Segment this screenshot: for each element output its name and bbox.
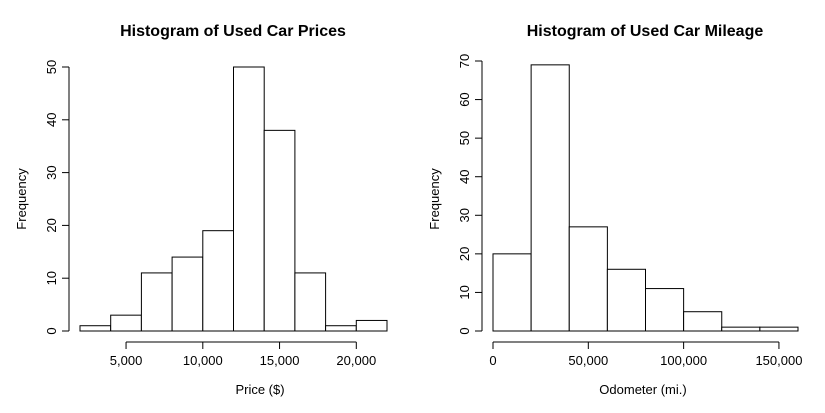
- histogram-bar: [325, 325, 357, 332]
- bars: [79, 66, 388, 332]
- y-axis-label: Frequency: [427, 168, 442, 230]
- y-tick-label: 10: [44, 271, 59, 285]
- x-tick-label: 100,000: [660, 353, 707, 368]
- price-histogram: Histogram of Used Car Prices Price ($) F…: [14, 23, 388, 397]
- mileage-histogram: Histogram of Used Car Mileage Odometer (…: [427, 23, 802, 397]
- y-tick-label: 0: [457, 327, 472, 334]
- histogram-bar: [233, 66, 265, 332]
- histogram-bar: [355, 319, 388, 332]
- histogram-bar: [140, 272, 173, 332]
- x-tick-label: 150,000: [755, 353, 802, 368]
- x-axis-label: Price ($): [235, 382, 284, 397]
- y-tick-label: 30: [44, 165, 59, 179]
- y-tick-label: 40: [457, 169, 472, 183]
- x-tick-label: 50,000: [568, 353, 608, 368]
- y-tick-label: 70: [457, 54, 472, 68]
- x-tick-label: 5,000: [110, 353, 143, 368]
- x-axis-label: Odometer (mi.): [599, 382, 686, 397]
- histogram-bar: [606, 268, 646, 332]
- histogram-bar: [263, 129, 296, 332]
- histogram-bar: [110, 314, 142, 332]
- y-axis: 0 10 20 30 40 50 60 70: [457, 54, 483, 335]
- histogram-bar: [202, 230, 235, 332]
- y-tick-label: 50: [44, 60, 59, 74]
- histogram-bar: [568, 226, 608, 332]
- x-tick-label: 0: [489, 353, 496, 368]
- histogram-bar: [721, 326, 761, 332]
- x-axis: 0 50,000 100,000 150,000: [489, 341, 802, 368]
- y-tick-label: 10: [457, 285, 472, 299]
- x-tick-label: 15,000: [260, 353, 300, 368]
- y-tick-label: 40: [44, 113, 59, 127]
- y-tick-label: 60: [457, 92, 472, 106]
- histogram-bar: [645, 288, 685, 332]
- histogram-bar: [294, 272, 327, 332]
- x-axis: 5,000 10,000 15,000 20,000: [110, 341, 376, 368]
- bars: [492, 64, 799, 332]
- histogram-bar: [171, 256, 204, 332]
- y-tick-label: 20: [457, 247, 472, 261]
- histogram-bar: [530, 64, 570, 332]
- y-tick-label: 0: [44, 327, 59, 334]
- x-tick-label: 10,000: [183, 353, 223, 368]
- y-tick-label: 30: [457, 208, 472, 222]
- histogram-bar: [492, 253, 532, 332]
- x-tick-label: 20,000: [336, 353, 376, 368]
- y-axis: 0 10 20 30 40 50: [44, 60, 70, 335]
- histogram-bar: [79, 325, 112, 332]
- y-tick-label: 20: [44, 218, 59, 232]
- chart-title: Histogram of Used Car Prices: [120, 23, 346, 40]
- histogram-bar: [683, 311, 723, 332]
- histogram-bar: [759, 326, 799, 332]
- y-tick-label: 50: [457, 131, 472, 145]
- y-axis-label: Frequency: [14, 168, 29, 230]
- chart-title: Histogram of Used Car Mileage: [527, 23, 764, 40]
